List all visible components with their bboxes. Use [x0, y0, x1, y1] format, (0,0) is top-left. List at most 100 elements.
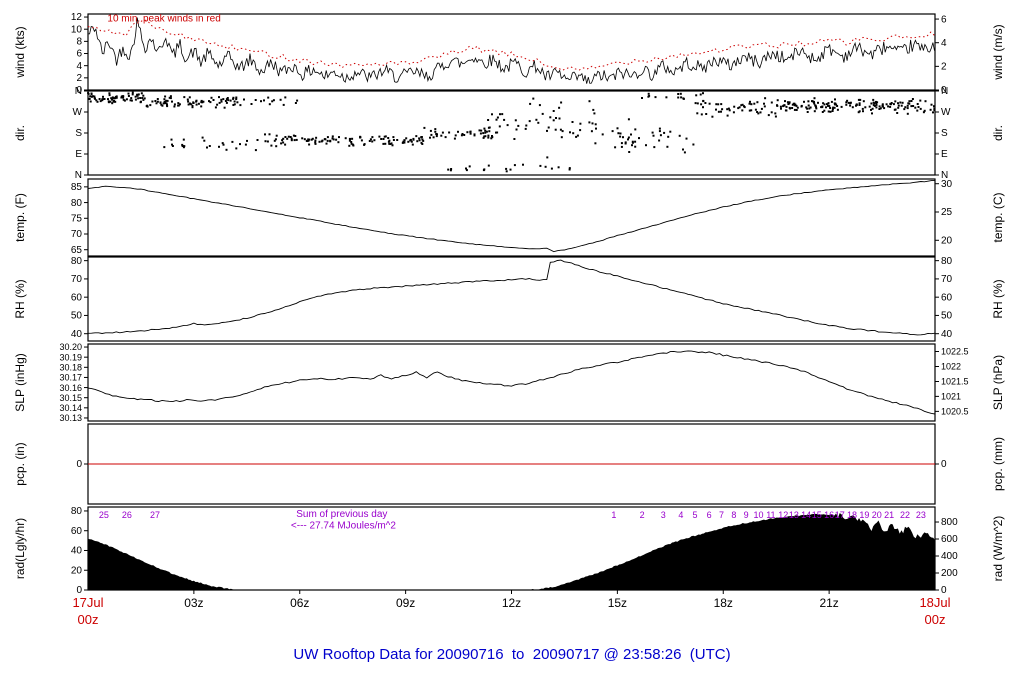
scatter-dot [170, 138, 173, 141]
scatter-dot [647, 92, 650, 95]
scatter-dot [760, 107, 763, 110]
scatter-dot [805, 106, 808, 109]
ytick-right-label: 0 [941, 459, 947, 470]
scatter-dot [314, 142, 317, 145]
scatter-dot [509, 168, 512, 171]
axis-title-right-wind: wind (m/s) [991, 24, 1005, 80]
scatter-dot [487, 134, 490, 137]
scatter-dot [919, 99, 922, 102]
scatter-dot [696, 102, 699, 105]
scatter-dot [550, 167, 553, 170]
scatter-dot [410, 140, 413, 143]
scatter-dot [930, 103, 933, 106]
scatter-dot [383, 135, 386, 138]
scatter-dot [225, 148, 228, 151]
scatter-dot [678, 134, 681, 137]
scatter-dot [555, 117, 557, 119]
scatter-dot [225, 98, 228, 101]
scatter-dot [933, 105, 935, 108]
scatter-dot [753, 102, 756, 105]
sum-label: 9 [744, 510, 749, 520]
scatter-dot [222, 143, 225, 146]
axis-title-left-rad: rad(Lgly/hr) [13, 518, 27, 579]
scatter-dot [756, 111, 759, 113]
scatter-dot [875, 100, 877, 103]
scatter-dot [173, 103, 176, 106]
ytick-left-label: 80 [71, 256, 83, 267]
scatter-dot [457, 130, 459, 133]
scatter-dot [711, 115, 714, 118]
scatter-dot [98, 98, 101, 100]
scatter-dot [296, 99, 299, 102]
scatter-dot [827, 102, 830, 105]
ytick-left-label: 30.13 [59, 413, 82, 423]
scatter-dot [177, 102, 180, 105]
sum-label: 4 [678, 510, 683, 520]
scatter-dot [480, 129, 483, 132]
scatter-dot [350, 142, 353, 145]
scatter-dot [682, 148, 684, 151]
scatter-dot [832, 106, 835, 109]
scatter-dot [754, 108, 757, 111]
scatter-dot [699, 93, 702, 96]
scatter-dot [411, 143, 414, 146]
scatter-dot [243, 98, 245, 101]
scatter-dot [631, 140, 634, 143]
scatter-dot [101, 98, 104, 101]
scatter-dot [331, 135, 334, 138]
scatter-dot [232, 96, 235, 99]
ytick-left-label: 12 [71, 12, 83, 23]
scatter-dot [325, 142, 328, 145]
scatter-dot [290, 139, 293, 142]
scatter-dot [861, 107, 864, 110]
scatter-dot [233, 103, 236, 106]
scatter-dot [482, 169, 485, 172]
scatter-dot [307, 138, 310, 141]
scatter-dot [272, 99, 275, 102]
scatter-dot [280, 142, 283, 145]
ytick-right-label: 70 [941, 274, 953, 285]
scatter-dot [514, 119, 517, 122]
scatter-dot [95, 99, 98, 102]
scatter-dot [246, 139, 248, 142]
scatter-dot [906, 107, 909, 110]
scatter-dot [911, 98, 914, 100]
scatter-dot [875, 103, 878, 106]
scatter-dot [872, 98, 875, 101]
scatter-dot [434, 130, 437, 133]
xtick-label: 09z [396, 596, 415, 610]
scatter-dot [114, 100, 117, 103]
scatter-dot [369, 138, 372, 141]
panel-slp: 30.1330.1430.1530.1630.1730.1830.1930.20… [13, 342, 1005, 423]
scatter-dot [407, 140, 410, 143]
scatter-dot [560, 136, 563, 139]
scatter-dot [517, 124, 520, 127]
scatter-dot [155, 102, 158, 105]
scatter-dot [422, 139, 425, 142]
scatter-dot [268, 133, 271, 136]
scatter-dot [208, 100, 210, 103]
scatter-dot [748, 109, 751, 112]
xtick-label: 18z [714, 596, 733, 610]
series-sea-level-pressure [87, 350, 936, 415]
scatter-dot [111, 102, 114, 105]
ytick-right-label: 6 [941, 14, 947, 25]
scatter-dot [387, 137, 390, 139]
series-wind-speed [88, 17, 935, 84]
scatter-dot [192, 102, 195, 104]
scatter-dot [862, 110, 864, 113]
scatter-dot [235, 98, 238, 101]
scatter-dot [483, 135, 486, 138]
scatter-dot [130, 99, 133, 102]
scatter-dot [770, 101, 773, 104]
scatter-dot [627, 118, 630, 121]
scatter-dot [145, 105, 148, 108]
scatter-dot [293, 139, 296, 142]
scatter-dot [774, 115, 777, 118]
scatter-dot [469, 132, 472, 135]
scatter-dot [785, 105, 788, 108]
axis-title-left-temp: temp. (F) [13, 193, 27, 242]
start-date-label: 17Jul [72, 595, 103, 610]
scatter-dot [324, 138, 327, 141]
